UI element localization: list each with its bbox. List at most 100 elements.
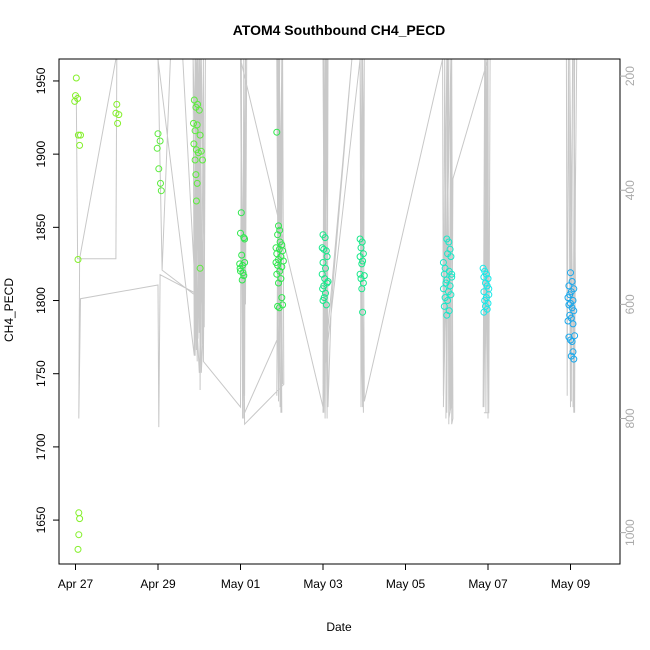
data-point [199,156,206,164]
data-point [358,285,366,293]
x-axis-label: Date [326,620,352,634]
x-tick-label: May 07 [468,577,508,591]
data-point [191,127,199,135]
y-tick-label: 1850 [34,214,48,241]
data-point [193,179,201,187]
y-axis: 1650 1700 1750 1800 1850 1900 1950 [34,67,59,533]
y2-tick-label: 600 [623,294,637,314]
data-point [237,209,245,217]
data-point [443,311,451,319]
data-point [447,253,455,261]
data-point [194,149,202,157]
data-point [278,294,286,302]
data-point [480,308,488,316]
data-point [240,272,248,280]
data-point [324,278,332,285]
data-point [274,302,282,310]
data-point [319,297,327,304]
data-point [358,260,366,268]
data-point [192,197,200,205]
data-point [240,234,248,242]
data-point [564,317,572,325]
data-point [74,545,82,553]
background-line-layer [75,58,578,428]
data-point [273,128,281,136]
data-point [569,320,577,328]
data-point [444,297,452,304]
data-point [447,291,455,299]
data-point [156,137,164,145]
data-point [153,144,161,152]
data-point [155,165,163,173]
data-point [115,111,123,119]
data-point [74,131,82,139]
y-tick-label: 1750 [34,360,48,387]
data-point [77,131,84,139]
data-point [570,307,578,315]
data-point [274,231,282,239]
y2-tick-label: 1000 [623,519,637,546]
data-point [568,338,576,345]
data-point [195,106,203,114]
x-tick-label: May 01 [221,577,261,591]
chart-title: ATOM4 Southbound CH4_PECD [233,22,446,38]
data-point [273,270,281,278]
data-point [192,171,200,179]
data-point [157,179,164,187]
y-tick-label: 1700 [34,433,48,460]
data-point [196,131,204,139]
data-point [276,226,284,234]
data-point [237,229,244,237]
y-axis-label: CH4_PECD [2,278,16,342]
plot-frame [58,58,621,565]
data-point [114,119,122,127]
data-point [74,256,82,263]
x-tick-label: Apr 27 [58,577,94,591]
data-point [322,264,329,272]
y-tick-label: 1800 [34,287,48,314]
data-point [113,100,121,108]
data-point [440,270,448,278]
data-point [75,509,83,517]
y-tick-label: 1950 [34,67,48,94]
data-point [357,244,365,252]
background-line [75,58,578,428]
data-point [567,336,574,344]
data-point [485,285,493,293]
y2-tick-label: 200 [623,66,637,86]
data-point [76,141,84,149]
data-point [154,130,162,138]
data-point [322,289,329,297]
data-point [72,74,80,82]
x-tick-label: May 09 [551,577,591,591]
x-tick-label: Apr 29 [140,577,176,591]
data-point [191,156,199,164]
data-point [196,264,204,272]
data-point [190,119,197,127]
data-point [157,187,165,195]
data-point [71,97,79,105]
data-point [190,96,198,104]
data-point [567,299,574,307]
data-point [440,302,448,310]
data-point [190,140,198,148]
y-tick-label: 1900 [34,140,48,167]
data-point [275,279,282,287]
y2-axis-right: 200 400 600 800 1000 [620,66,637,546]
data-point [570,355,578,363]
y-tick-label: 1650 [34,506,48,533]
data-point [76,515,84,523]
data-point [322,301,330,309]
x-tick-label: May 03 [303,577,343,591]
points-layer [71,74,579,553]
data-point [356,270,364,278]
data-point [278,263,286,271]
data-point [569,348,577,356]
y2-tick-label: 400 [623,180,637,200]
data-point [239,269,247,277]
data-point [359,308,367,316]
data-point [275,222,282,230]
x-axis: Apr 27 Apr 29 May 01 May 03 May 05 May 07 May … [58,564,591,591]
data-point [241,235,249,243]
